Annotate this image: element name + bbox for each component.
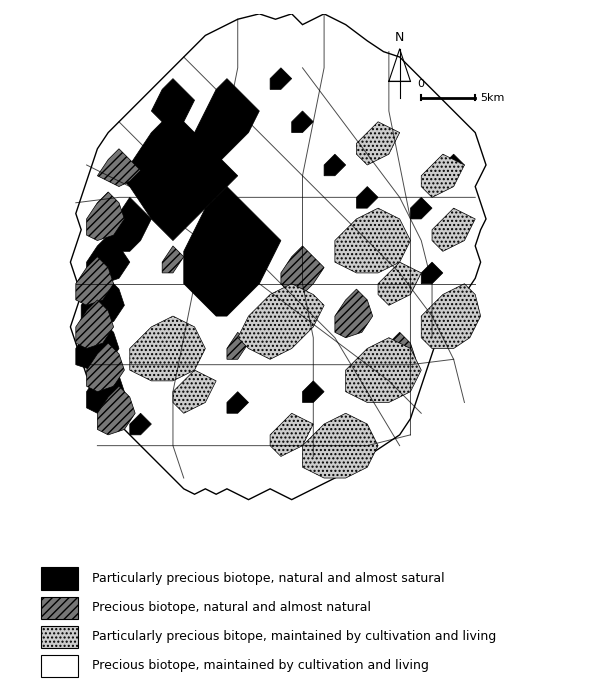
Polygon shape [432, 208, 475, 251]
Polygon shape [87, 365, 125, 413]
Polygon shape [119, 111, 238, 241]
Polygon shape [302, 381, 324, 403]
Polygon shape [76, 322, 119, 370]
Text: Particularly precious biotope, natural and almost satural: Particularly precious biotope, natural a… [92, 572, 445, 585]
Polygon shape [151, 79, 195, 133]
Polygon shape [87, 192, 125, 241]
Bar [41, 626, 78, 648]
Polygon shape [356, 122, 400, 165]
Polygon shape [173, 370, 216, 413]
Text: Precious biotope, maintained by cultivation and living: Precious biotope, maintained by cultivat… [92, 659, 429, 672]
Text: Particularly precious bitope, maintained by cultivation and living: Particularly precious bitope, maintained… [92, 630, 496, 643]
Polygon shape [87, 343, 125, 392]
Polygon shape [324, 154, 345, 176]
Polygon shape [335, 289, 373, 338]
Polygon shape [130, 316, 205, 381]
Polygon shape [443, 154, 465, 176]
Polygon shape [97, 149, 140, 187]
Text: N: N [395, 30, 404, 44]
Polygon shape [162, 246, 184, 273]
Polygon shape [421, 154, 465, 197]
Text: 0: 0 [417, 80, 425, 89]
Polygon shape [184, 187, 281, 316]
Polygon shape [410, 197, 432, 219]
Bar [41, 655, 78, 677]
Polygon shape [270, 68, 292, 89]
Bar [41, 597, 78, 619]
Polygon shape [302, 413, 378, 478]
Polygon shape [378, 332, 416, 381]
Polygon shape [81, 278, 125, 327]
Polygon shape [76, 257, 114, 305]
Polygon shape [227, 332, 249, 359]
Polygon shape [87, 235, 130, 284]
Polygon shape [70, 14, 486, 500]
Polygon shape [97, 386, 135, 435]
Polygon shape [292, 111, 313, 133]
Polygon shape [281, 246, 324, 295]
Polygon shape [76, 300, 114, 349]
Polygon shape [238, 284, 324, 359]
Polygon shape [130, 413, 151, 435]
Polygon shape [227, 392, 249, 413]
Polygon shape [421, 262, 443, 284]
Polygon shape [356, 187, 378, 208]
Polygon shape [378, 349, 400, 370]
Polygon shape [195, 79, 260, 165]
Polygon shape [345, 338, 421, 403]
Polygon shape [335, 208, 410, 273]
Text: 5km: 5km [480, 93, 505, 102]
Polygon shape [421, 284, 480, 349]
Bar [41, 567, 78, 590]
Polygon shape [108, 197, 151, 251]
Polygon shape [378, 262, 421, 305]
Text: Precious biotope, natural and almost natural: Precious biotope, natural and almost nat… [92, 601, 371, 614]
Polygon shape [270, 413, 313, 457]
